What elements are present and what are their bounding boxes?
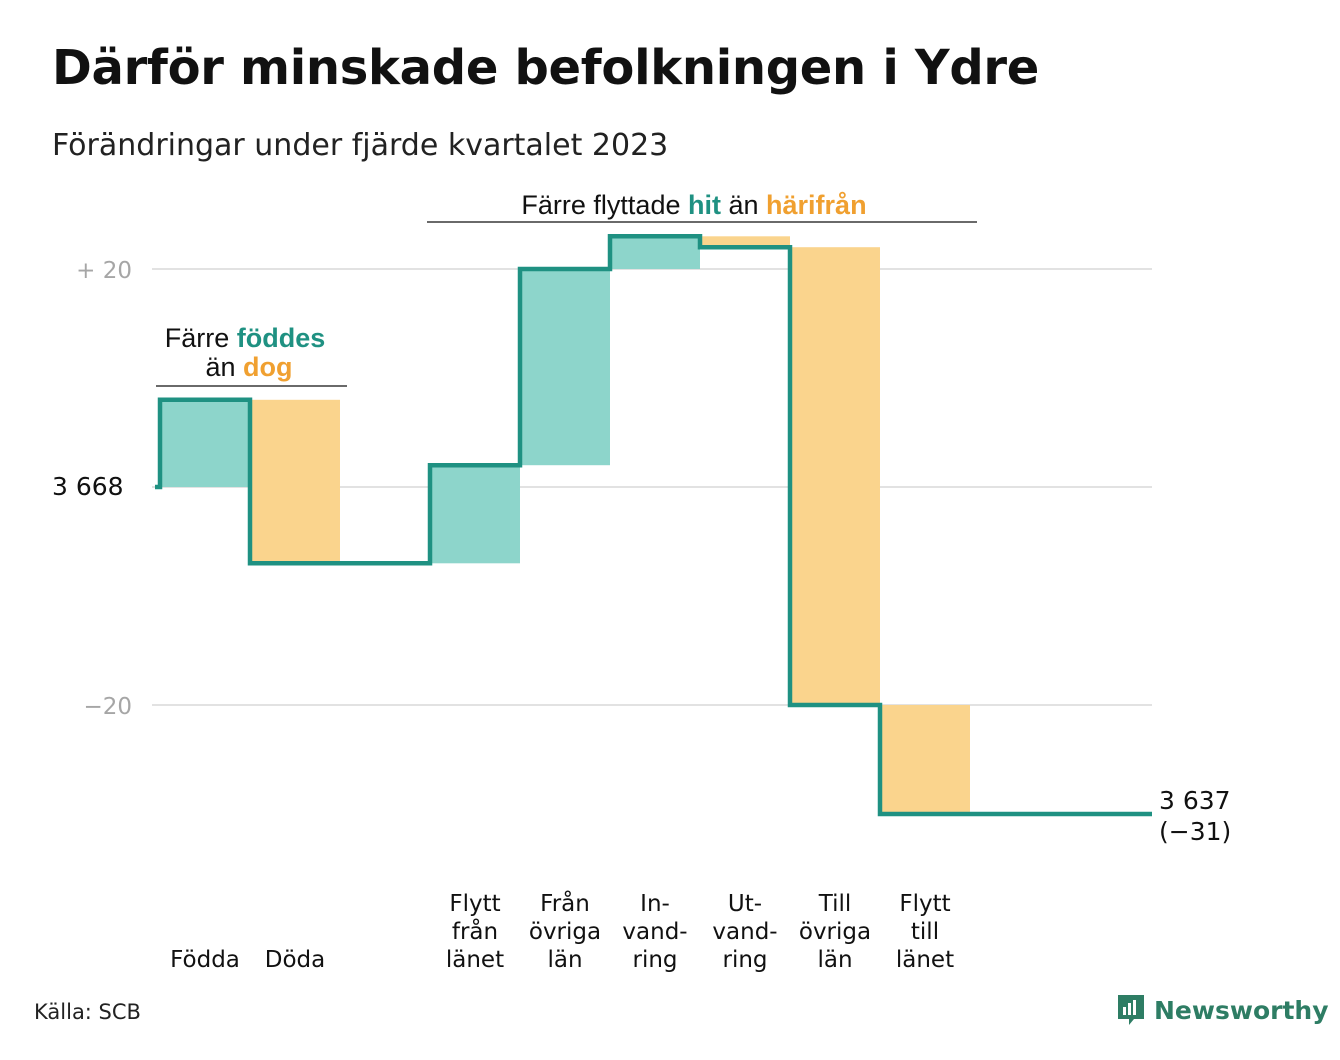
chart-subtitle: Förändringar under fjärde kvartalet 2023 (52, 128, 669, 163)
brand-name: Newsworthy (1154, 995, 1329, 1025)
source-note: Källa: SCB (34, 1000, 141, 1024)
annotation-highlight-hit: hit (688, 190, 721, 220)
x-axis-label: Ut- (728, 891, 762, 917)
newsworthy-logo-icon (1118, 995, 1144, 1025)
x-axis-label: vand- (622, 919, 687, 945)
annotation-text: Färre flyttade (521, 190, 688, 220)
x-axis-label: länet (446, 947, 504, 973)
waterfall-bar (610, 236, 700, 269)
x-axis-label: Flytt (899, 891, 950, 917)
annotation-highlight-harifran: härifrån (766, 190, 867, 220)
x-axis-label: till (911, 919, 939, 945)
x-axis-label: övriga (799, 919, 871, 945)
waterfall-bar (880, 705, 970, 814)
annotation-text: än (205, 352, 243, 382)
x-axis-label: Födda (170, 947, 240, 973)
cumulative-line-path (155, 234, 1152, 817)
bars (160, 236, 970, 814)
brand-logo: Newsworthy (1116, 993, 1329, 1027)
x-axis-label: Döda (265, 947, 325, 973)
y-tick-label: −20 (83, 694, 132, 720)
x-axis-label: Till (818, 891, 852, 917)
x-axis-label: län (817, 947, 852, 973)
x-axis-label: ring (632, 947, 677, 973)
x-axis-label: övriga (529, 919, 601, 945)
waterfall-bar (250, 399, 340, 564)
annotation-highlight-died: dog (243, 352, 292, 382)
x-axis-label: län (547, 947, 582, 973)
waterfall-bar (430, 465, 520, 564)
x-axis-label: vand- (712, 919, 777, 945)
annotation-text: Färre (165, 323, 237, 353)
x-axis-label: ring (722, 947, 767, 973)
chart-title: Därför minskade befolkningen i Ydre (52, 40, 1040, 96)
end-value-label: 3 637 (1159, 786, 1231, 815)
annotation-highlight-born: föddes (237, 323, 326, 353)
waterfall-bar (700, 236, 790, 248)
annotation-births-deaths-line2: än dog (205, 352, 292, 382)
x-axis-label: länet (896, 947, 954, 973)
waterfall-bar (520, 269, 610, 466)
annotation-text: än (721, 190, 766, 220)
x-axis-label: från (452, 917, 498, 945)
x-axis-label: Flytt (449, 891, 500, 917)
start-value-label: 3 668 (52, 472, 124, 501)
x-axis-label: In- (640, 891, 670, 917)
annotation-births-deaths-line1: Färre föddes (165, 323, 326, 353)
end-change-label: (−31) (1159, 817, 1231, 846)
waterfall-bar (160, 399, 250, 487)
annotation-migration: Färre flyttade hit än härifrån (521, 190, 866, 220)
y-tick-label: + 20 (76, 258, 132, 284)
x-axis-label: Från (540, 889, 590, 917)
waterfall-bar (790, 247, 880, 705)
cumulative-line (155, 234, 1152, 817)
